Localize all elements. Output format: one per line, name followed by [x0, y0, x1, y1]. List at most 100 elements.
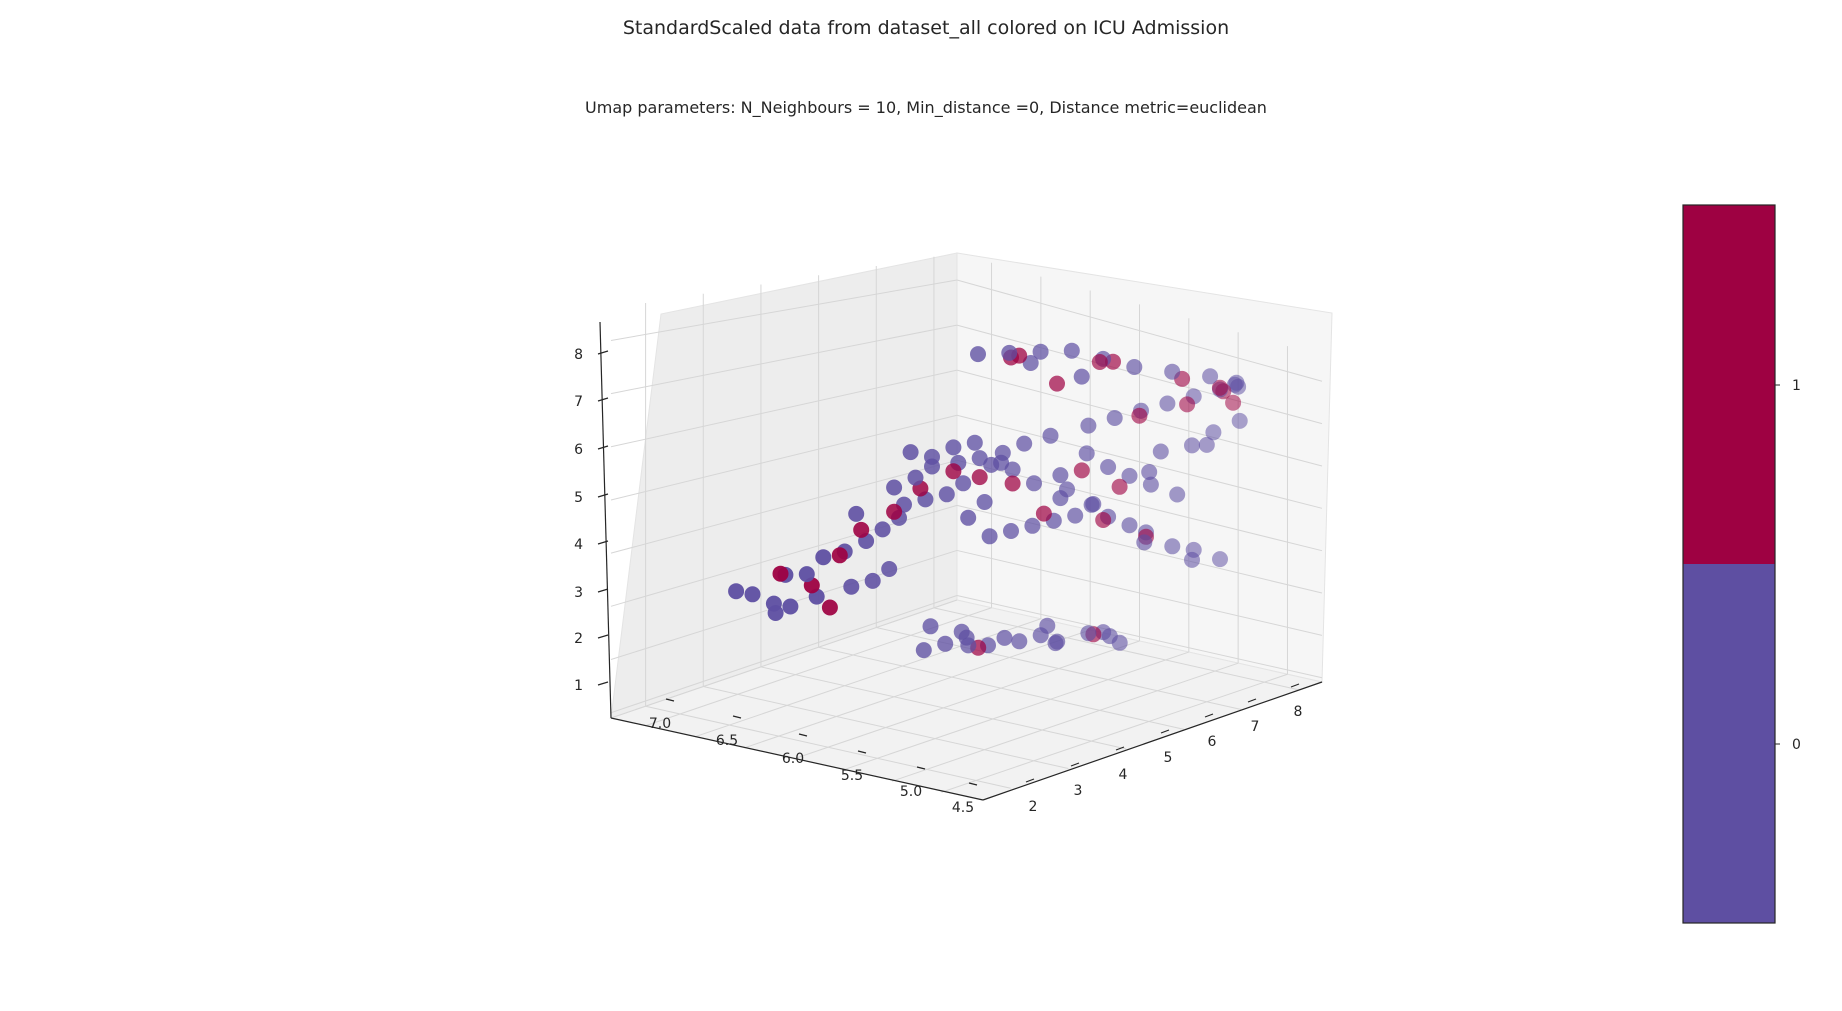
scatter-point-class-1: [821, 599, 838, 616]
colorbar-label-0: 0: [1792, 737, 1801, 753]
grid-line-y-floor: [694, 618, 1042, 738]
scatter-point-class-0: [1100, 459, 1117, 475]
grid-line-z-right: [956, 504, 1323, 594]
scatter-point-class-0: [1067, 507, 1084, 524]
colorbar-border: [1682, 204, 1776, 924]
scatter-point-class-0: [874, 521, 891, 538]
scatter-point-class-0: [1083, 496, 1100, 513]
z-tick-mark: [597, 445, 609, 450]
scatter-point-class-0: [1003, 523, 1019, 539]
chart-title: StandardScaled data from dataset_all col…: [623, 17, 1229, 39]
scatter-point-class-1: [772, 565, 789, 582]
scatter-point-class-0: [1047, 635, 1064, 652]
scatter-point-class-0: [1106, 410, 1123, 426]
colorbar-segment-0: [1683, 564, 1775, 923]
scatter-point-class-0: [1026, 475, 1042, 492]
scatter-point-class-0: [728, 583, 745, 600]
scatter-point-class-1: [1211, 379, 1228, 396]
scatter-point-class-0: [1011, 633, 1028, 650]
y-tick-label: 2: [1029, 799, 1038, 815]
scatter-point-class-0: [1016, 435, 1033, 452]
scatter-point-class-0: [843, 578, 860, 595]
grid-line-y-floor: [744, 629, 1091, 749]
scatter-point-class-0: [1052, 467, 1069, 484]
scatter-point-class-0: [1164, 363, 1181, 380]
scatter-point-class-0: [1042, 427, 1059, 444]
scatter-point-class-0: [864, 572, 881, 589]
y-tick-mark: [1204, 713, 1214, 718]
scatter-point-class-0: [937, 635, 954, 652]
z-tick-mark: [597, 397, 609, 402]
scatter-point-class-0: [1198, 436, 1215, 453]
x-tick-mark: [665, 698, 675, 702]
scatter-point-class-1: [853, 521, 870, 538]
y-tick-mark: [1070, 762, 1080, 767]
scatter-point-class-1: [1131, 407, 1148, 424]
scatter-point-class-1: [886, 503, 903, 520]
scatter-point-class-0: [924, 448, 940, 465]
plot-3d-area: 4.5 5.0 5.5 6.0 6.5 7.0 2 3 4 5 6 7 8 1 2 3 4 5 6 7 8: [574, 252, 1333, 816]
grid-line-z-left: [610, 459, 958, 554]
y-tick-mark: [1247, 698, 1257, 703]
scatter-point-class-0: [976, 494, 993, 510]
scatter-point-class-1: [831, 547, 848, 564]
scatter-point-class-0: [1078, 445, 1095, 462]
y-tick-label: 8: [1294, 704, 1303, 720]
grid-line-z-right: [956, 279, 1323, 382]
scatter-point-class-0: [966, 434, 983, 451]
y-tick-mark: [1025, 778, 1035, 783]
grid-line-z-left: [610, 595, 958, 714]
axis-spine-hidden: [610, 599, 958, 719]
grid-line-z-right: [956, 549, 1323, 636]
z-tick-mark: [597, 634, 609, 639]
z-tick-label: 6: [574, 442, 583, 458]
scatter-point-class-0: [955, 475, 972, 492]
y-tick-mark: [1290, 683, 1300, 688]
grid-line-z-right: [956, 595, 1323, 679]
scatter-point-class-1: [971, 469, 988, 486]
x-axis-line: [610, 717, 984, 801]
x-tick-label: 5.5: [841, 768, 863, 784]
scatter-point-class-0: [1073, 368, 1090, 385]
scatter-point-class-1: [1004, 475, 1021, 492]
scatter-point-class-0: [1184, 551, 1200, 568]
scatter-point-class-0: [744, 586, 761, 603]
y-tick-label: 4: [1119, 767, 1128, 783]
scatter-point-class-0: [953, 623, 970, 640]
colorbar-label-1: 1: [1792, 378, 1801, 394]
scatter-point-class-1: [1049, 375, 1065, 392]
x-tick-label: 6.0: [782, 751, 804, 767]
scatter-point-class-1: [1035, 505, 1052, 522]
z-tick-mark: [597, 493, 609, 498]
scatter-point-class-0: [1080, 417, 1097, 434]
scatter-point-class-0: [1212, 551, 1228, 568]
scatter-point-class-0: [1052, 490, 1069, 507]
scatter-point-class-0: [922, 618, 939, 635]
colorbar: 1 0: [1682, 204, 1801, 924]
z-tick-mark: [597, 681, 609, 686]
scatter-point-class-0: [1228, 374, 1245, 391]
z-axis-line: [599, 321, 612, 719]
scatter-point-class-0: [1032, 343, 1049, 360]
scatter-point-class-0: [1136, 534, 1153, 551]
z-tick-mark: [597, 350, 609, 355]
scatter-point-class-0: [1126, 359, 1143, 375]
scatter-point-class-0: [765, 595, 782, 612]
scatter-point-class-0: [1152, 443, 1169, 460]
x-tick-label: 5.0: [900, 784, 922, 800]
scatter-point-class-0: [1001, 344, 1018, 361]
scatter-point-class-1: [1073, 462, 1090, 479]
z-tick-label: 1: [574, 678, 583, 694]
scatter-point-class-0: [1080, 625, 1097, 642]
scatter-point-class-0: [970, 346, 986, 363]
z-tick-label: 2: [574, 631, 583, 647]
scatter-point-class-0: [1141, 464, 1158, 480]
scatter-point-class-1: [1095, 512, 1112, 528]
scatter-point-class-0: [782, 598, 799, 615]
scatter-point-class-0: [915, 642, 932, 659]
scatter-point-class-1: [945, 463, 962, 480]
y-tick-label: 7: [1251, 719, 1260, 735]
scatter-point-class-0: [945, 439, 962, 456]
x-tick-mark: [857, 750, 867, 754]
